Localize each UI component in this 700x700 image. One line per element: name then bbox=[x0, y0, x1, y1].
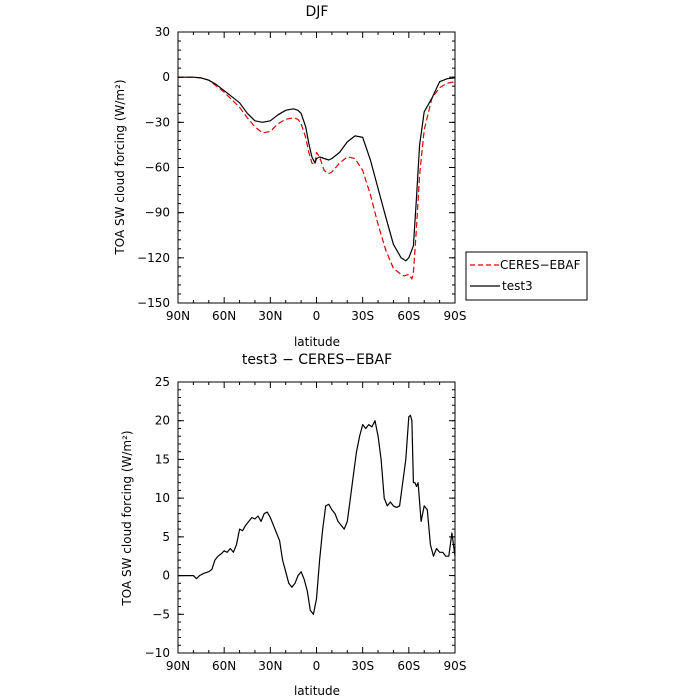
djf-x-tick-label: 90N bbox=[166, 309, 190, 323]
legend-box bbox=[465, 251, 588, 301]
djf-x-tick-label: 60S bbox=[397, 309, 420, 323]
difference-y-tick-label: 15 bbox=[155, 452, 170, 466]
difference-x-tick-label: 90N bbox=[166, 659, 190, 673]
difference-x-tick-label: 0 bbox=[313, 659, 321, 673]
djf-x-axis-label: latitude bbox=[294, 335, 340, 349]
djf-chart-panel: DJF latitude TOA SW cloud forcing (W/m²)… bbox=[113, 4, 466, 349]
djf-y-tick-label: −30 bbox=[145, 115, 170, 129]
djf-x-tick-label: 30S bbox=[351, 309, 374, 323]
legend-label-ceres-ebaf: CERES−EBAF bbox=[500, 258, 581, 272]
djf-y-tick-label: −90 bbox=[145, 206, 170, 220]
difference-y-tick-label: 10 bbox=[155, 491, 170, 505]
difference-x-tick-label: 30N bbox=[258, 659, 282, 673]
djf-x-tick-label: 90S bbox=[444, 309, 467, 323]
legend-label-test3: test3 bbox=[502, 279, 533, 293]
djf-y-axis-label: TOA SW cloud forcing (W/m²) bbox=[113, 79, 127, 255]
djf-chart-title: DJF bbox=[306, 4, 329, 20]
difference-y-tick-label: −5 bbox=[152, 607, 170, 621]
djf-y-tick-label: 30 bbox=[155, 25, 170, 39]
difference-x-tick-label: 90S bbox=[444, 659, 467, 673]
difference-series-line-difference bbox=[178, 414, 456, 615]
difference-chart-panel: test3 − CERES−EBAF latitude TOA SW cloud… bbox=[120, 352, 466, 698]
difference-x-tick-label: 60N bbox=[212, 659, 236, 673]
difference-y-tick-label: 25 bbox=[155, 375, 170, 389]
difference-y-tick-label: −10 bbox=[145, 646, 170, 660]
difference-plot-frame bbox=[177, 381, 456, 654]
djf-y-tick-label: −120 bbox=[137, 251, 170, 265]
djf-x-tick-label: 0 bbox=[313, 309, 321, 323]
difference-chart-title: test3 − CERES−EBAF bbox=[242, 352, 392, 368]
djf-y-tick-label: −150 bbox=[137, 296, 170, 310]
difference-y-tick-label: 0 bbox=[162, 569, 170, 583]
difference-plot-area bbox=[178, 414, 456, 615]
djf-legend: CERES−EBAF test3 bbox=[465, 251, 588, 301]
djf-x-tick-label: 60N bbox=[212, 309, 236, 323]
difference-axis-ticks: 90N 60N 30N 0 30S 60S 90S 25 20 15 10 5 0 −5 −10 bbox=[145, 375, 467, 673]
djf-series-line-ceres-ebaf bbox=[178, 76, 456, 280]
djf-y-tick-label: 0 bbox=[162, 70, 170, 84]
djf-y-tick-label: −60 bbox=[145, 161, 170, 175]
difference-x-axis-label: latitude bbox=[294, 684, 340, 698]
difference-y-tick-label: 5 bbox=[162, 530, 170, 544]
djf-series-line-test3 bbox=[178, 76, 456, 262]
difference-y-axis-label: TOA SW cloud forcing (W/m²) bbox=[120, 430, 134, 606]
djf-x-tick-label: 30N bbox=[258, 309, 282, 323]
djf-plot-frame bbox=[177, 31, 456, 304]
djf-axis-ticks: 90N 60N 30N 0 30S 60S 90S 30 0 −30 −60 −90 −120 −150 bbox=[137, 25, 466, 323]
difference-x-tick-label: 30S bbox=[351, 659, 374, 673]
difference-y-tick-label: 20 bbox=[155, 414, 170, 428]
difference-x-tick-label: 60S bbox=[397, 659, 420, 673]
djf-plot-area bbox=[178, 76, 456, 280]
